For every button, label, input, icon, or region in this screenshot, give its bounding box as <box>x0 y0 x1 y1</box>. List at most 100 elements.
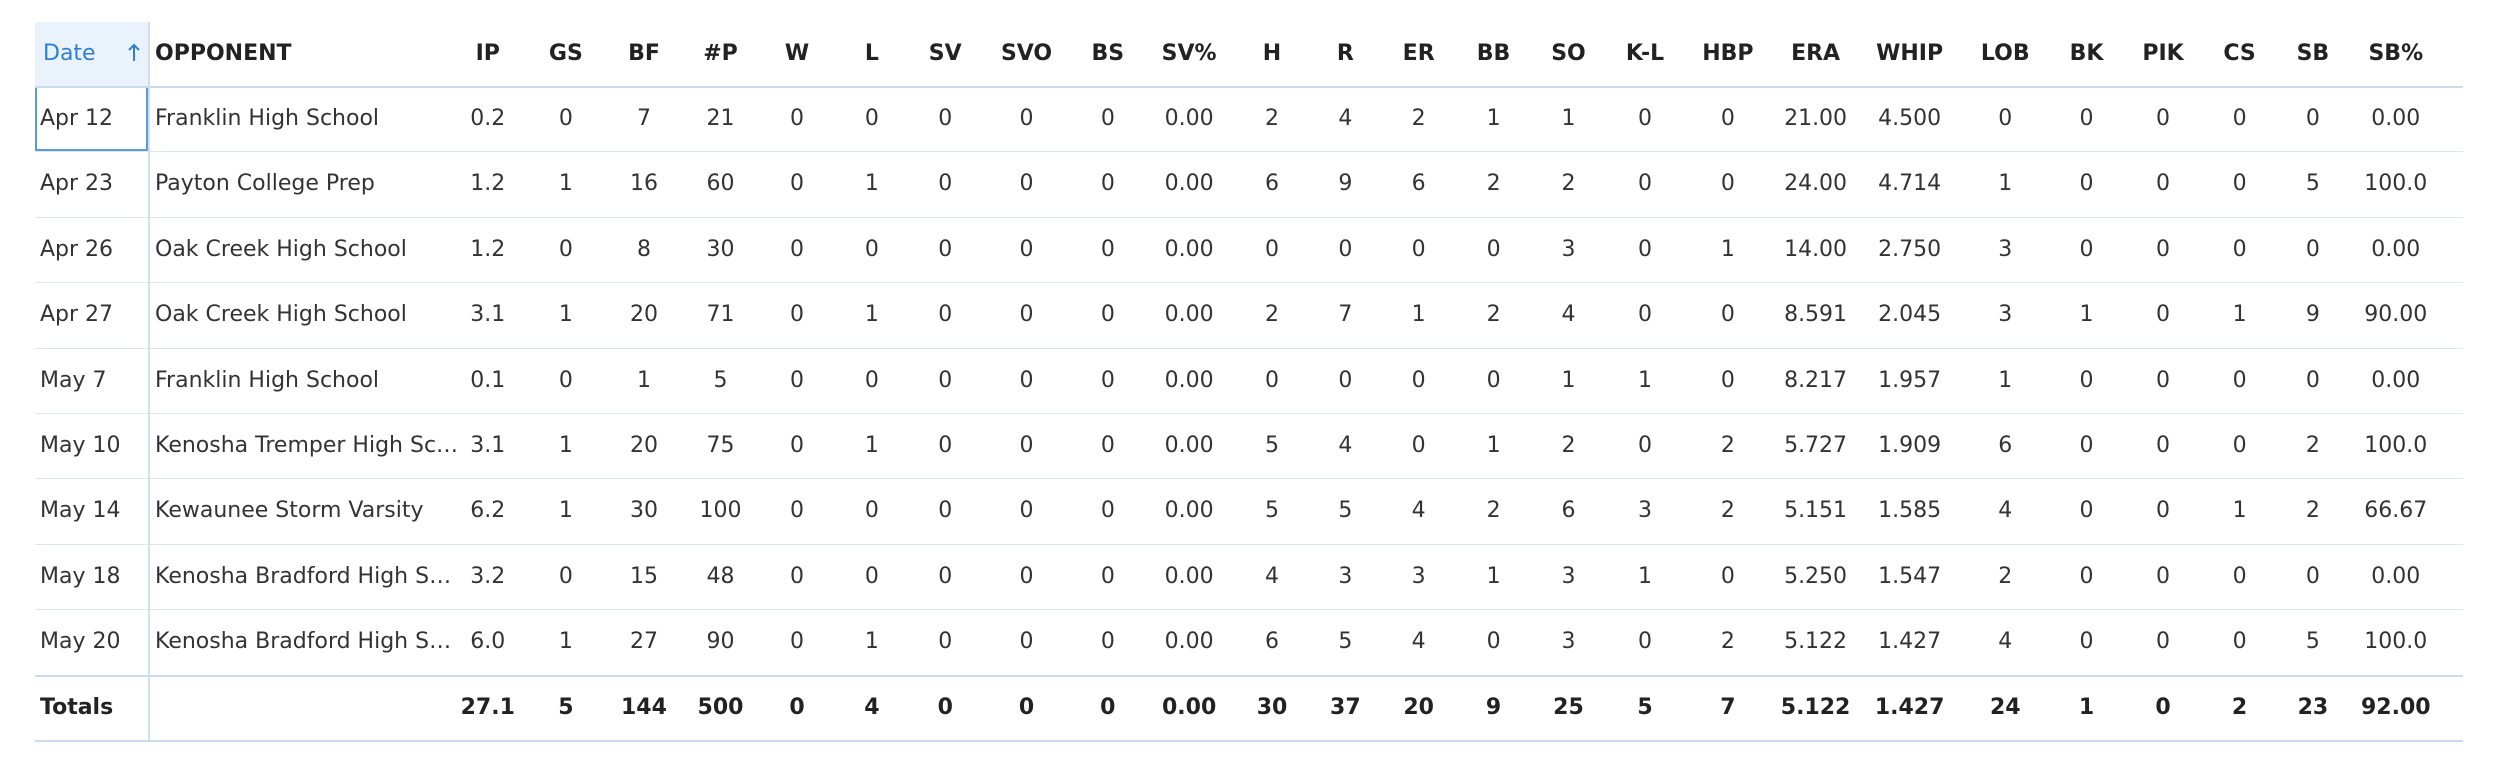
stat-cell: 1 <box>558 498 573 524</box>
stat-cell: 0 <box>790 367 804 393</box>
column-header[interactable]: SB% <box>2368 41 2424 66</box>
totals-cell: 1 <box>2078 694 2095 720</box>
stat-cell: 1 <box>864 629 879 655</box>
stat-cell: 0 <box>1019 563 1034 589</box>
stat-cell: 4 <box>1411 629 1426 655</box>
date-cell: May 18 <box>40 563 121 589</box>
totals-label: Totals <box>40 694 114 720</box>
stat-cell: 3 <box>1338 563 1353 589</box>
stat-cell: 90 <box>706 629 735 655</box>
stat-cell: 0 <box>1100 367 1115 393</box>
column-header[interactable]: H <box>1262 41 1282 66</box>
stat-cell: 1.909 <box>1878 433 1942 458</box>
column-header[interactable]: #P <box>703 41 738 66</box>
stat-cell: 1 <box>1411 302 1426 328</box>
stat-cell: 1.2 <box>470 236 506 262</box>
stat-cell: 0 <box>1338 236 1353 262</box>
stat-cell: 0 <box>1411 367 1426 393</box>
stat-cell: 5 <box>1338 498 1353 524</box>
column-header[interactable]: SVO <box>1000 41 1053 66</box>
totals-cell: 5 <box>558 694 574 720</box>
stat-cell: 0.00 <box>2371 367 2421 393</box>
column-header[interactable]: IP <box>475 41 500 66</box>
column-header[interactable]: PIK <box>2142 41 2184 66</box>
stat-cell: 4.500 <box>1878 106 1942 131</box>
stat-cell: 0 <box>938 302 953 328</box>
column-header[interactable]: ERA <box>1791 41 1841 66</box>
column-header[interactable]: R <box>1336 41 1354 66</box>
stat-cell: 2 <box>1998 563 2013 589</box>
stat-cell: 0 <box>1638 629 1652 655</box>
stat-cell: 0 <box>938 629 953 655</box>
opponent-cell: Kenosha Bradford High S… <box>155 563 452 589</box>
stat-cell: 21.00 <box>1784 106 1848 131</box>
stat-cell: 2 <box>1561 171 1576 197</box>
stat-cell: 2 <box>2305 498 2320 524</box>
column-header[interactable]: BK <box>2069 41 2104 66</box>
totals-cell: 1.427 <box>1874 694 1945 720</box>
row-divider <box>35 740 2463 742</box>
column-header[interactable]: ER <box>1402 41 1435 66</box>
stat-cell: 0 <box>2079 563 2094 589</box>
stat-cell: 2 <box>1411 106 1426 131</box>
stat-cell: 0.00 <box>1164 171 1214 197</box>
stat-cell: 5.727 <box>1784 433 1848 458</box>
column-header[interactable]: OPPONENT <box>155 41 292 66</box>
stat-cell: 0 <box>2079 106 2094 131</box>
column-header[interactable]: SV% <box>1161 41 1217 66</box>
stat-cell: 6.2 <box>470 498 506 524</box>
column-header[interactable]: L <box>864 41 879 66</box>
stat-cell: 0 <box>2232 433 2247 458</box>
column-header[interactable]: LOB <box>1980 41 2030 66</box>
column-header[interactable]: WHIP <box>1876 41 1944 66</box>
sorted-header-bg <box>35 22 148 86</box>
stat-cell: 0 <box>864 236 879 262</box>
column-header[interactable]: K-L <box>1625 41 1665 66</box>
column-header[interactable]: W <box>784 41 810 66</box>
column-header[interactable]: SO <box>1551 41 1586 66</box>
column-header[interactable]: SV <box>928 41 962 66</box>
opponent-cell: Kenosha Tremper High Sc… <box>155 433 459 458</box>
stat-cell: 1 <box>1720 236 1735 262</box>
stat-cell: 4 <box>1265 563 1279 589</box>
stat-cell: 2 <box>1265 302 1279 328</box>
stat-cell: 0 <box>1100 171 1115 197</box>
stat-cell: 0 <box>1100 629 1115 655</box>
stat-cell: 0 <box>1638 433 1652 458</box>
totals-cell: 25 <box>1553 694 1584 720</box>
stat-cell: 90.00 <box>2364 302 2428 328</box>
sort-ascending-icon[interactable] <box>126 43 142 63</box>
stat-cell: 0 <box>2305 236 2320 262</box>
stat-cell: 3 <box>1998 236 2013 262</box>
stat-cell: 71 <box>706 302 735 328</box>
stat-cell: 1 <box>1486 563 1501 589</box>
stat-cell: 6 <box>1265 629 1279 655</box>
stat-cell: 0 <box>1338 367 1353 393</box>
totals-cell: 37 <box>1330 694 1361 720</box>
column-header[interactable]: Date <box>43 41 96 66</box>
totals-cell: 9 <box>1485 694 1502 720</box>
stat-cell: 2 <box>1486 171 1501 197</box>
stat-cell: 4 <box>1338 106 1353 131</box>
stat-cell: 48 <box>706 563 735 589</box>
column-header[interactable]: CS <box>2223 41 2256 66</box>
column-header[interactable]: BF <box>628 41 660 66</box>
column-header[interactable]: GS <box>548 41 583 66</box>
stat-cell: 0 <box>1720 563 1735 589</box>
stat-cell: 0 <box>2232 236 2247 262</box>
column-header[interactable]: BB <box>1476 41 1511 66</box>
stat-cell: 0 <box>938 236 953 262</box>
date-cell: May 14 <box>40 498 121 524</box>
stat-cell: 1 <box>1561 106 1576 131</box>
column-header[interactable]: SB <box>2296 41 2330 66</box>
stat-cell: 0 <box>1019 498 1034 524</box>
stat-cell: 0 <box>1998 106 2013 131</box>
column-header[interactable]: HBP <box>1702 41 1754 66</box>
stat-cell: 1.585 <box>1878 498 1942 524</box>
stat-cell: 0 <box>864 106 879 131</box>
column-header[interactable]: BS <box>1091 41 1125 66</box>
stat-cell: 100.0 <box>2364 433 2428 458</box>
opponent-cell: Kewaunee Storm Varsity <box>155 498 424 524</box>
stat-cell: 0 <box>2305 563 2320 589</box>
stat-cell: 0 <box>1019 236 1034 262</box>
